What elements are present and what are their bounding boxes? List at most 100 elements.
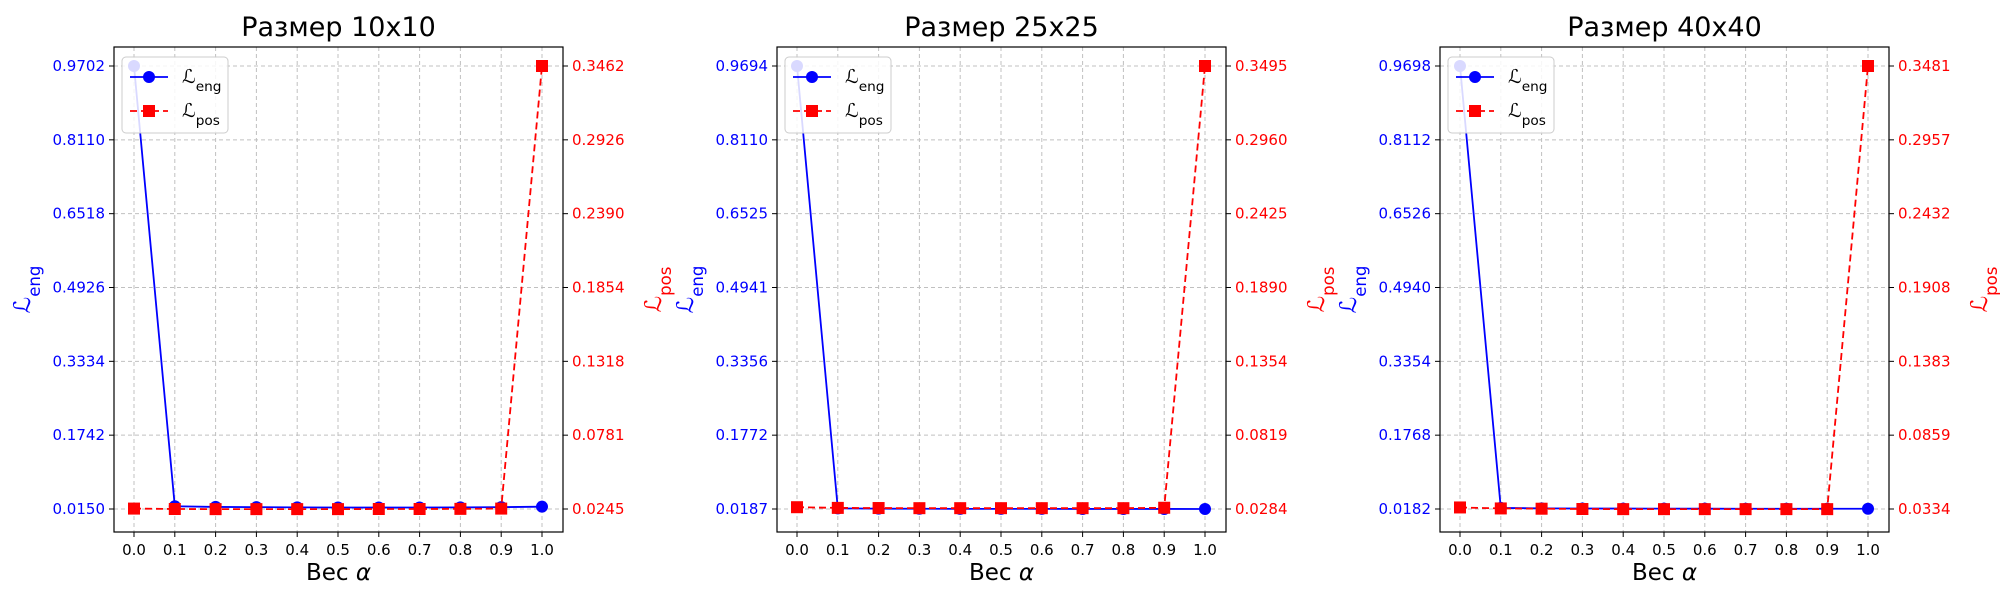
y-left-tick-label: 0.9698: [1379, 57, 1432, 75]
series-pos-point: [291, 503, 304, 516]
series-pos-point: [536, 60, 548, 72]
y-left-tick-label: 0.6525: [716, 205, 769, 223]
chart-panel-2: 0.0 0.1 0.2 0.3 0.4 0.5 0.6 0.7 0.8 0.9 1.0 0.9694 0…: [673, 12, 1338, 586]
legend-label: ℒeng: [182, 66, 221, 95]
y-left-tick-label: 0.0150: [53, 500, 106, 518]
legend-marker: [143, 105, 155, 117]
y-right-tick-label: 0.0781: [572, 426, 625, 444]
y-left-tick-label: 0.4940: [1379, 279, 1432, 297]
y-right-axis-label: ℒpos: [1304, 267, 1338, 313]
y-right-tick-label: 0.0819: [1235, 426, 1288, 444]
y-left-tick-label: 0.3354: [1379, 352, 1432, 370]
series-pos-point: [1821, 503, 1834, 516]
y-right-tick-label: 0.3495: [1235, 57, 1288, 75]
y-right-tick-label: 0.3462: [572, 57, 625, 75]
x-tick-label: 0.3: [244, 541, 268, 559]
x-tick-label: 0.6: [367, 541, 391, 559]
y-right-axis-label: ℒpos: [641, 267, 675, 313]
legend: ℒeng ℒpos: [121, 56, 229, 134]
legend-marker: [1469, 105, 1481, 117]
legend-marker: [806, 105, 818, 117]
series-pos-point: [332, 503, 344, 516]
y-left-axis-label: ℒeng: [673, 266, 707, 314]
x-tick-label: 0.7: [408, 541, 432, 559]
series-pos-point: [1494, 502, 1507, 515]
y-left-tick-label: 0.1768: [1379, 426, 1432, 444]
legend-label: ℒpos: [182, 100, 220, 129]
legend-marker: [143, 71, 155, 83]
series-pos-point: [1658, 503, 1670, 516]
series-pos-point: [128, 502, 140, 515]
series-pos-point: [1862, 60, 1874, 72]
y-right-tick-label: 0.0284: [1235, 500, 1288, 518]
series-pos-point: [1076, 502, 1089, 515]
series-pos-point: [791, 501, 803, 514]
series-pos-point: [1617, 503, 1630, 516]
legend-label: ℒpos: [1508, 100, 1546, 129]
x-tick-label: 0.8: [1774, 541, 1798, 559]
x-tick-label: 0.7: [1734, 541, 1758, 559]
x-tick-label: 0.6: [1030, 541, 1054, 559]
chart-title: Размер 25x25: [904, 12, 1099, 43]
series-pos-point: [1739, 503, 1752, 516]
y-right-tick-label: 0.1354: [1235, 352, 1288, 370]
x-tick-label: 0.4: [948, 541, 972, 559]
y-left-tick-label: 0.1772: [716, 426, 769, 444]
x-tick-label: 0.0: [1448, 541, 1472, 559]
series-pos-point: [954, 502, 967, 515]
series-pos-point: [831, 501, 844, 514]
y-right-tick-label: 0.1318: [572, 352, 625, 370]
legend: ℒeng ℒpos: [1447, 56, 1555, 134]
x-tick-label: 0.0: [785, 541, 809, 559]
series-pos-point: [454, 502, 467, 515]
chart-panel-1: 0.0 0.1 0.2 0.3 0.4 0.5 0.6 0.7 0.8 0.9 1.0 0.9702 0…: [10, 12, 675, 586]
x-tick-label: 0.9: [489, 541, 513, 559]
y-right-tick-label: 0.1890: [1235, 279, 1288, 297]
y-right-tick-label: 0.3481: [1898, 57, 1951, 75]
series-pos-point: [872, 502, 885, 515]
legend-marker: [806, 71, 818, 83]
y-left-tick-label: 0.8110: [53, 131, 106, 149]
y-right-tick-label: 0.0245: [572, 500, 625, 518]
legend-marker: [1469, 71, 1481, 83]
series-pos-point: [413, 503, 426, 515]
chart-title: Размер 10x10: [241, 12, 436, 43]
legend: ℒeng ℒpos: [784, 56, 892, 134]
x-tick-label: 1.0: [1856, 541, 1880, 559]
y-left-tick-label: 0.0187: [716, 500, 769, 518]
x-tick-label: 0.4: [285, 541, 309, 559]
series-pos-point: [250, 503, 263, 516]
series-pos-point: [1576, 503, 1589, 515]
x-tick-label: 0.2: [1530, 541, 1554, 559]
series-pos-point: [913, 502, 926, 515]
x-tick-label: 0.8: [448, 541, 472, 559]
series-pos-point: [1698, 503, 1711, 516]
y-left-tick-label: 0.4926: [53, 279, 106, 297]
legend-label: ℒeng: [1508, 66, 1547, 95]
y-left-axis-label: ℒeng: [10, 266, 44, 314]
x-tick-label: 0.0: [122, 541, 146, 559]
y-right-tick-label: 0.2432: [1898, 205, 1951, 223]
x-axis-label: Вес α: [306, 560, 371, 586]
series-pos-point: [1454, 501, 1466, 514]
y-left-axis-label: ℒeng: [1336, 266, 1370, 314]
x-tick-label: 0.8: [1111, 541, 1135, 559]
x-tick-label: 0.5: [326, 541, 350, 559]
x-tick-label: 0.7: [1071, 541, 1095, 559]
x-tick-label: 0.5: [1652, 541, 1676, 559]
y-left-tick-label: 0.6526: [1379, 205, 1432, 223]
x-tick-label: 0.4: [1611, 541, 1635, 559]
y-left-tick-label: 0.3356: [716, 352, 769, 370]
chart-title: Размер 40x40: [1567, 12, 1762, 43]
x-tick-label: 0.1: [826, 541, 850, 559]
series-eng-point: [1199, 503, 1211, 515]
x-tick-label: 0.1: [163, 541, 187, 559]
series-pos-point: [372, 503, 385, 515]
x-axis-label: Вес α: [969, 560, 1034, 586]
x-tick-label: 1.0: [1193, 541, 1217, 559]
y-right-axis-label: ℒpos: [1967, 267, 2000, 313]
x-tick-label: 0.1: [1489, 541, 1513, 559]
y-left-tick-label: 0.8112: [1379, 131, 1432, 149]
series-eng-point: [536, 500, 548, 513]
